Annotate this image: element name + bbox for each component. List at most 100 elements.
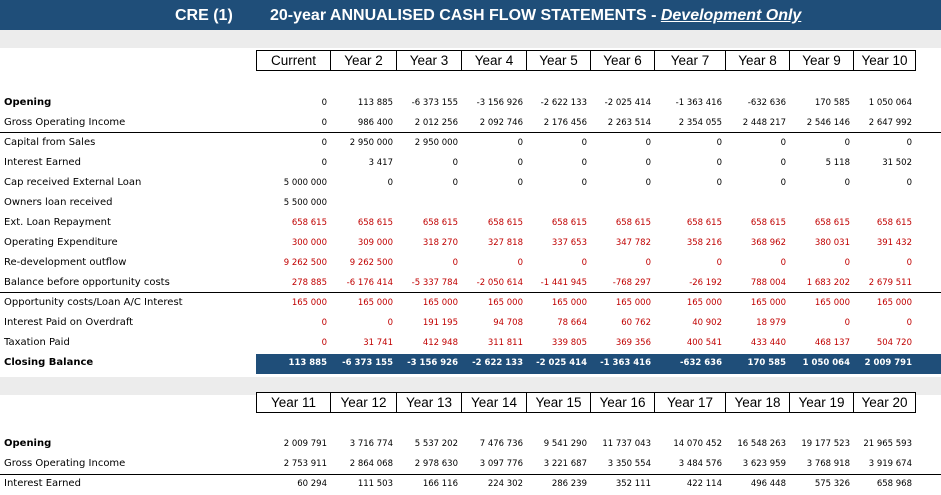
row-label: Gross Operating Income [4,117,126,128]
table-cell: 0 [581,138,587,148]
table-cell: 2 679 511 [868,278,912,288]
table-cell: -6 373 155 [342,358,393,368]
row-label: Balance before opportunity costs [4,277,170,288]
table-cell: 286 239 [551,479,587,489]
table-cell: 0 [716,138,722,148]
table-cell: 0 [321,118,327,128]
table-cell: 658 615 [487,218,523,228]
table-cell: 165 000 [750,298,786,308]
table-cell: 0 [645,258,651,268]
column-header: Year 17 [654,392,726,413]
table-cell: 3 484 576 [678,459,722,469]
table-cell: 2 009 791 [283,439,327,449]
table-cell: 2 176 456 [543,118,587,128]
table-cell: 658 615 [291,218,327,228]
table-cell: 166 116 [422,479,458,489]
table-cell: 1 050 064 [868,98,912,108]
table-cell: 31 502 [882,158,912,168]
table-cell: -3 156 926 [407,358,458,368]
table-cell: 2 012 256 [414,118,458,128]
column-header: Year 13 [396,392,462,413]
table-cell: 0 [452,258,458,268]
table-cell: 0 [581,158,587,168]
row-label: Opening [4,97,52,108]
spacer-band [0,30,941,48]
table-cell: 224 302 [487,479,523,489]
table-cell: 0 [780,258,786,268]
table-cell: 369 356 [615,338,651,348]
table-cell: 9 262 500 [349,258,393,268]
table-cell: -1 441 945 [540,278,587,288]
table-cell: 31 741 [363,338,393,348]
table-cell: 0 [716,158,722,168]
table-cell: 0 [780,138,786,148]
table-cell: 191 195 [422,318,458,328]
table-cell: 1 683 202 [806,278,850,288]
table-cell: 3 221 687 [543,459,587,469]
table-cell: 0 [716,178,722,188]
column-header: Year 15 [526,392,591,413]
table-cell: 3 623 959 [742,459,786,469]
row-label: Opening [4,438,52,449]
heading-text: 20-year ANNUALISED CASH FLOW STATEMENTS … [270,7,661,24]
table-cell: 422 114 [686,479,722,489]
table-cell: 3 350 554 [607,459,651,469]
table-cell: 468 137 [814,338,850,348]
table-cell: 278 885 [291,278,327,288]
table-cell: 0 [321,338,327,348]
column-header: Year 16 [590,392,655,413]
table-cell: 658 615 [876,218,912,228]
table-cell: 14 070 452 [673,439,722,449]
table-cell: 0 [517,258,523,268]
row-label: Capital from Sales [4,137,96,148]
table-cell: -2 050 614 [476,278,523,288]
table-cell: -768 297 [612,278,651,288]
table-cell: 368 962 [750,238,786,248]
table-cell: -2 025 414 [536,358,587,368]
table-cell: 0 [645,158,651,168]
table-cell: -6 373 155 [411,98,458,108]
table-cell: 2 009 791 [864,358,912,368]
table-cell: 504 720 [876,338,912,348]
table-cell: 658 615 [551,218,587,228]
table-cell: 496 448 [750,479,786,489]
table-cell: 2 647 992 [868,118,912,128]
table-cell: 0 [844,178,850,188]
row-label: Interest Paid on Overdraft [4,317,134,328]
column-header: Year 3 [396,50,462,71]
table-cell: 0 [906,258,912,268]
table-cell: 0 [844,258,850,268]
table-cell: 165 000 [551,298,587,308]
table-cell: 400 541 [686,338,722,348]
table-cell: 9 262 500 [283,258,327,268]
table-cell: 60 762 [621,318,651,328]
table-cell: 2 978 630 [414,459,458,469]
table-cell: 3 768 918 [806,459,850,469]
table-cell: 300 000 [291,238,327,248]
table-cell: 21 965 593 [863,439,912,449]
table-cell: 658 615 [357,218,393,228]
table-cell: 165 000 [876,298,912,308]
table-cell: 0 [321,158,327,168]
table-cell: 3 097 776 [479,459,523,469]
table-cell: 5 537 202 [414,439,458,449]
column-header: Year 5 [526,50,591,71]
table-cell: 339 805 [551,338,587,348]
table-cell: 658 615 [750,218,786,228]
table-cell: -632 636 [680,358,722,368]
table-cell: 358 216 [686,238,722,248]
table-cell: 309 000 [357,238,393,248]
table-cell: 94 708 [493,318,523,328]
table-cell: 0 [581,258,587,268]
table-cell: 0 [906,318,912,328]
table-cell: 412 948 [422,338,458,348]
table-cell: 658 968 [876,479,912,489]
table-cell: -5 337 784 [411,278,458,288]
table-cell: 658 615 [615,218,651,228]
table-cell: 0 [321,138,327,148]
table-cell: 658 615 [686,218,722,228]
column-header: Year 14 [461,392,527,413]
table-cell: 337 653 [551,238,587,248]
table-cell: 318 270 [422,238,458,248]
table-cell: 575 326 [814,479,850,489]
